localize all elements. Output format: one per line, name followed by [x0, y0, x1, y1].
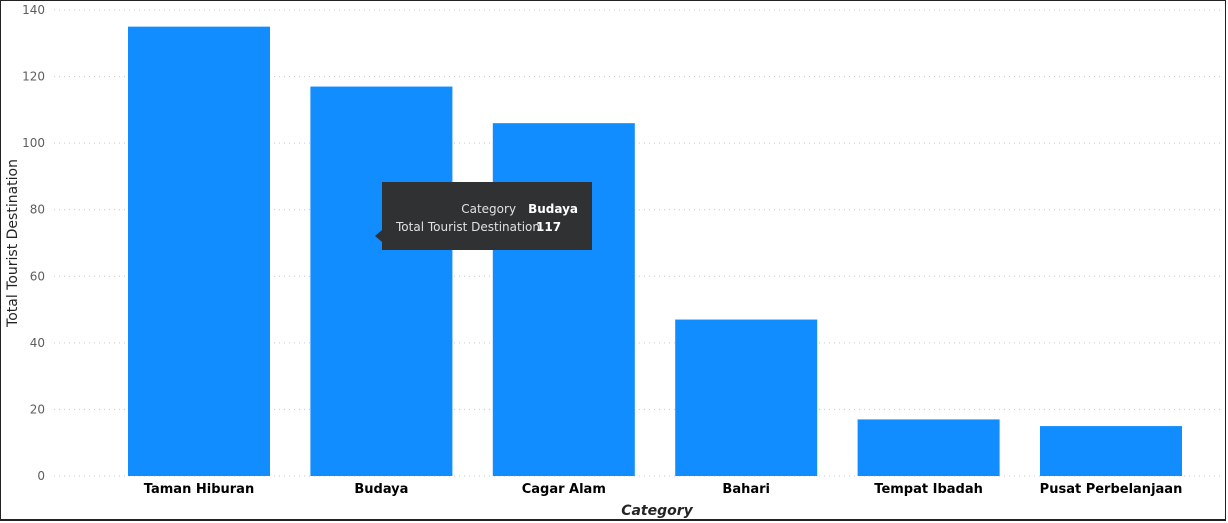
- y-tick-label: 120: [22, 70, 45, 84]
- bar-cagar-alam[interactable]: [492, 123, 635, 477]
- tooltip-row-category: Category Budaya: [396, 200, 578, 218]
- tooltip-key: Total Tourist Destination: [396, 220, 540, 234]
- bar-budaya[interactable]: [310, 86, 453, 477]
- x-tick-label: Cagar Alam: [522, 482, 606, 497]
- y-tick-label: 140: [22, 3, 45, 17]
- x-tick-label: Pusat Perbelanjaan: [1040, 482, 1183, 497]
- x-tick-label: Bahari: [722, 482, 770, 497]
- y-tick-label: 20: [30, 402, 45, 416]
- bars: [128, 26, 1182, 477]
- y-tick-label: 100: [22, 136, 45, 150]
- y-tick-label: 0: [37, 469, 45, 483]
- y-tick-label: 80: [30, 203, 45, 217]
- y-axis-ticks: 0 20 40 60 80 100 120 140: [22, 3, 45, 483]
- x-axis-title: Category: [621, 503, 693, 519]
- bar-bahari[interactable]: [675, 319, 818, 476]
- x-tick-label: Budaya: [354, 482, 408, 497]
- bar-taman-hiburan[interactable]: [128, 26, 270, 477]
- tooltip-value: Budaya: [528, 202, 578, 216]
- bar-pusat-perbelanjaan[interactable]: [1040, 426, 1182, 476]
- x-tick-label: Taman Hiburan: [144, 482, 254, 497]
- y-tick-label: 60: [30, 269, 45, 283]
- x-tick-label: Tempat Ibadah: [874, 482, 983, 497]
- x-axis-labels: Taman Hiburan Budaya Cagar Alam Bahari Tempa…: [144, 482, 1183, 497]
- tooltip-row-total: Total Tourist Destination 117: [396, 218, 578, 236]
- bar-tempat-ibadah[interactable]: [857, 419, 1000, 476]
- tooltip: Category Budaya Total Tourist Destinatio…: [375, 182, 592, 250]
- y-tick-label: 40: [30, 336, 45, 350]
- tooltip-value: 117: [536, 220, 562, 234]
- tooltip-key: Category: [461, 202, 517, 216]
- y-axis-title: Total Tourist Destination: [5, 159, 21, 328]
